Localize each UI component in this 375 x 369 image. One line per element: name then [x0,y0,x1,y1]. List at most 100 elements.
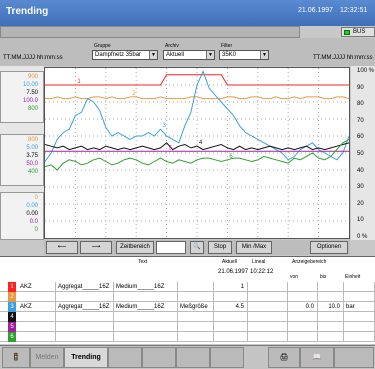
scroll-left-button[interactable]: ⟵ [46,241,78,254]
group-select[interactable]: Dampfnetz 35bar ▼ [92,50,158,60]
cell-c1 [18,322,56,332]
cell-c2 [56,312,114,322]
scale-value: 0.00 [26,211,38,217]
tab-trending[interactable]: Trending [64,347,108,368]
scale-value: 3.75 [26,153,38,159]
scale-value: 0.00 [26,203,38,209]
zeitbereich-input[interactable] [156,241,186,254]
optionen-button[interactable]: Optionen [310,241,348,254]
book-icon[interactable]: 📖 [300,347,334,368]
left-time-format: TT.MM.JJJJ hh:mm:ss [3,55,63,61]
series-line-2 [45,96,350,100]
percent-tick: 80 [357,101,364,108]
chevron-down-icon: ▼ [260,51,268,59]
archive-select[interactable]: Aktuell ▼ [163,50,215,60]
trend-chart: 1 2 3 4 5 6 [44,68,350,238]
left-scale-panel [0,66,44,240]
cell-von [288,332,318,342]
percent-tick: 100 % [357,68,375,74]
alarm-icon[interactable]: 🚦 [2,347,30,368]
percent-tick: 40 [357,167,364,174]
ruler-time: 10:22:12 [250,269,274,275]
cell-aktuell [214,322,248,332]
zoom-icon[interactable]: 🔍 [190,241,204,254]
scale-value: 800 [27,137,38,143]
cell-lineal [248,292,288,302]
scale-group-bottom [0,192,44,240]
cell-c2 [56,292,114,302]
cell-c2: Aggregat_____16Z [56,302,114,312]
col-aktuell: Aktuell [222,259,238,265]
tab-empty-5[interactable] [334,347,374,368]
chevron-down-icon: ▼ [206,51,214,59]
scale-value: 100.0 [22,98,38,104]
col-text: Text [138,259,148,265]
cell-lineal [248,302,288,312]
table-row[interactable]: 5 [0,322,375,332]
cell-c4 [178,332,214,342]
tab-empty-3[interactable] [176,347,210,368]
cell-einheit [344,312,375,322]
col-anzeigebereich: Anzeigebereich [292,259,327,265]
cell-bis [318,292,344,302]
series-label-4: 4 [199,140,203,146]
printer-icon[interactable]: 🖨 [268,347,300,368]
cell-c4 [178,312,214,322]
cell-von [288,282,318,292]
table-row[interactable]: 6 [0,332,375,342]
percent-tick: 20 [357,200,364,207]
stop-button[interactable]: Stop [208,241,232,254]
cell-c3 [114,312,178,322]
cell-von [288,312,318,322]
cell-aktuell: 1 [214,282,248,292]
archive-value: Aktuell [166,52,185,58]
table-row[interactable]: 1 AKZ Aggregat_____16Z Medium_____16Z 1 [0,282,375,292]
ruler-date: 21.06.1997 [218,269,249,275]
cell-bis: 10.0 [318,302,344,312]
minmax-button[interactable]: Min /Max [236,241,272,254]
title-bar: Trending 21.06.1997 12:32:51 [0,0,375,26]
cell-c1: AKZ [18,282,56,292]
tab-melden[interactable]: Melden [30,347,64,368]
percent-tick: 0 % [357,234,368,240]
percent-tick: 30 [357,184,364,191]
cell-c1 [18,312,56,322]
table-row[interactable]: 4 [0,312,375,322]
cell-aktuell [214,332,248,342]
series-number: 4 [8,312,16,322]
scroll-right-button[interactable]: ⟶ [80,241,112,254]
cell-c3: Medium_____16Z [114,302,178,312]
scale-value: 7.50 [26,90,38,96]
series-line-1 [45,74,349,86]
cell-c4 [178,282,214,292]
cell-c2 [56,332,114,342]
series-table: Text Aktuell Lineal Anzeigebereich 21.06… [0,256,375,344]
cell-lineal [248,312,288,322]
cell-von [288,322,318,332]
cell-lineal [248,322,288,332]
filter-label: Filter [221,43,233,49]
cell-c2 [56,322,114,332]
date-display: 21.06.1997 [298,7,334,14]
scale-group-middle [0,134,44,186]
cell-bis [318,332,344,342]
cell-c2: Aggregat_____16Z [56,282,114,292]
chevron-down-icon: ▼ [149,51,157,59]
percent-tick: 70 [357,117,364,124]
cell-c4: Meßgröße [178,302,214,312]
tab-empty-1[interactable] [108,347,142,368]
zeitbereich-label[interactable]: Zeitbereich [116,241,154,254]
table-row[interactable]: 3 AKZ Aggregat_____16Z Medium_____16Z Meßgrö… [0,302,375,312]
trend-plot[interactable]: 1 2 3 4 5 6 [44,67,350,239]
tab-empty-2[interactable] [142,347,176,368]
cell-c4 [178,322,214,332]
tab-empty-4[interactable] [210,347,244,368]
series-line-4 [44,142,350,151]
bus-label: BUS [353,29,366,35]
col-lineal: Lineal [252,259,266,265]
cell-lineal [248,282,288,292]
table-row[interactable]: 2 [0,292,375,302]
filter-select[interactable]: 35K0 ▼ [219,50,269,60]
series-number: 2 [8,292,16,302]
cell-aktuell: 4.5 [214,302,248,312]
